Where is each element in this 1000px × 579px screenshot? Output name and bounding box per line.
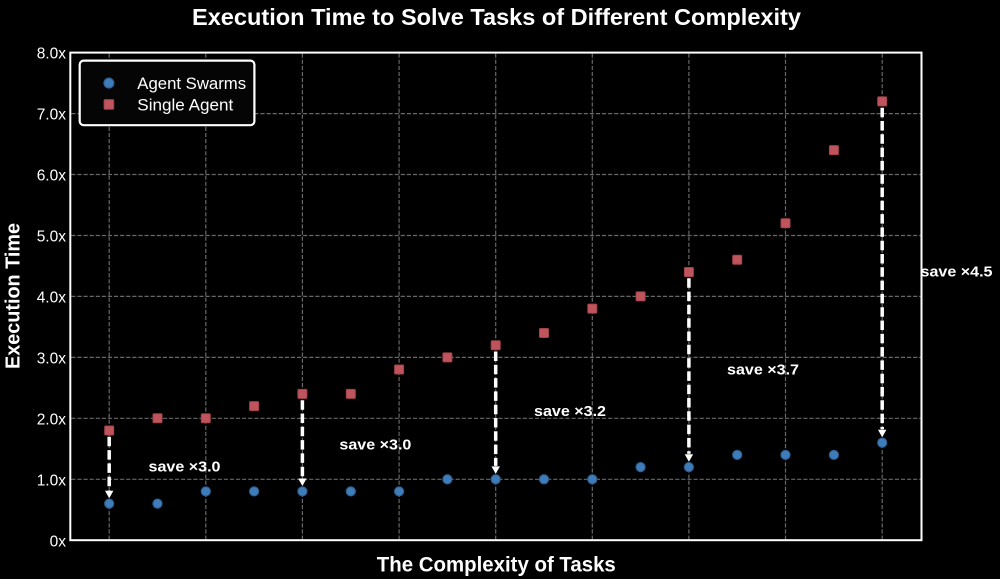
svg-text:7.0x: 7.0x — [37, 107, 67, 124]
svg-text:Execution Time: Execution Time — [2, 223, 25, 369]
svg-text:2.0x: 2.0x — [37, 411, 67, 428]
svg-text:6.0x: 6.0x — [37, 168, 67, 185]
svg-text:0x: 0x — [50, 533, 67, 550]
svg-text:save ×3.2: save ×3.2 — [534, 404, 606, 420]
svg-text:Single Agent: Single Agent — [137, 95, 233, 114]
svg-text:save ×4.5: save ×4.5 — [921, 265, 993, 281]
svg-text:Agent Swarms: Agent Swarms — [137, 74, 246, 93]
svg-text:3.0x: 3.0x — [37, 351, 67, 368]
svg-text:save ×3.0: save ×3.0 — [339, 437, 411, 453]
svg-text:5.0x: 5.0x — [37, 229, 67, 246]
svg-text:1.0x: 1.0x — [37, 472, 67, 489]
svg-text:Execution Time to Solve Tasks: Execution Time to Solve Tasks of Differe… — [192, 4, 801, 30]
svg-text:save ×3.7: save ×3.7 — [727, 362, 799, 378]
svg-text:The Complexity of Tasks: The Complexity of Tasks — [377, 553, 616, 577]
svg-text:save ×3.0: save ×3.0 — [149, 460, 221, 476]
svg-text:4.0x: 4.0x — [37, 290, 67, 307]
svg-text:8.0x: 8.0x — [37, 46, 67, 63]
